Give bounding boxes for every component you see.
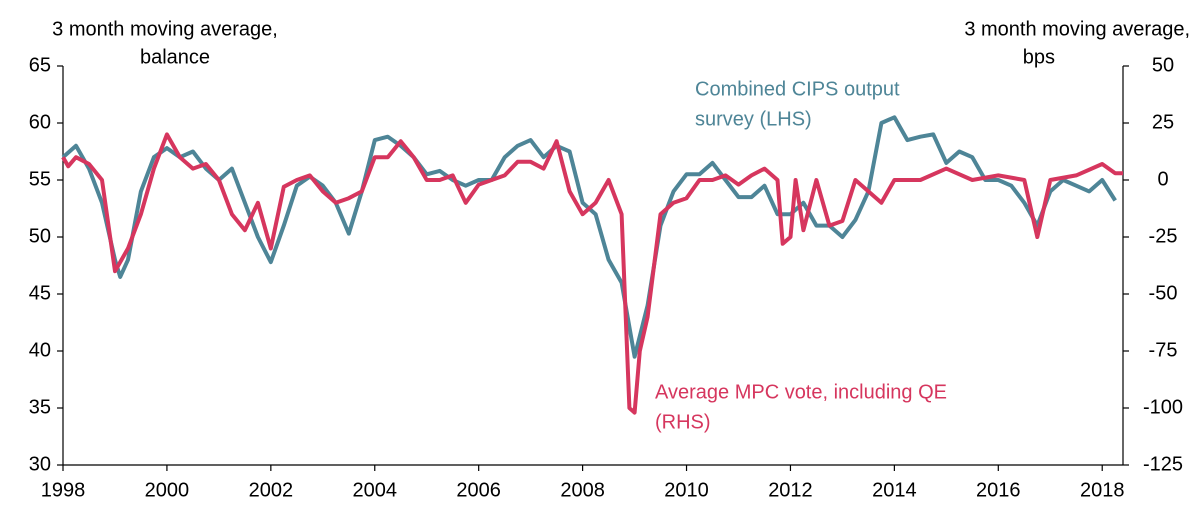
x-tick-label: 1998 (41, 479, 86, 501)
x-tick-label: 2008 (560, 479, 605, 501)
y2-axis-title: bps (1023, 46, 1055, 68)
x-tick-label: 2012 (768, 479, 813, 501)
y2-tick-label: -125 (1143, 453, 1183, 475)
y-tick-label: 40 (29, 339, 51, 361)
y-axis-title: balance (140, 46, 210, 68)
x-tick-label: 2000 (145, 479, 190, 501)
series-line (61, 132, 1123, 415)
x-tick-label: 2006 (456, 479, 501, 501)
x-tick-label: 2016 (976, 479, 1021, 501)
y-axis-title: 3 month moving average, (52, 18, 278, 40)
x-tick-label: 2010 (664, 479, 709, 501)
y2-tick-label: -100 (1143, 396, 1183, 418)
y-tick-label: 30 (29, 453, 51, 475)
x-tick-label: 2018 (1080, 479, 1125, 501)
series-label: Combined CIPS output (695, 78, 900, 100)
y2-tick-label: 0 (1157, 168, 1168, 190)
x-tick-label: 2014 (872, 479, 917, 501)
series-label: (RHS) (655, 411, 711, 433)
y2-tick-label: -50 (1149, 282, 1178, 304)
y-tick-label: 55 (29, 168, 51, 190)
y-tick-label: 50 (29, 225, 51, 247)
y2-axis-title: 3 month moving average, (964, 18, 1190, 40)
x-tick-label: 2004 (353, 479, 398, 501)
y-tick-label: 65 (29, 54, 51, 76)
y2-tick-label: -25 (1149, 225, 1178, 247)
series-label: Average MPC vote, including QE (655, 381, 947, 403)
series-label: survey (LHS) (695, 108, 812, 130)
series-line (61, 115, 1117, 359)
y2-tick-label: -75 (1149, 339, 1178, 361)
y-tick-label: 35 (29, 396, 51, 418)
y-tick-label: 45 (29, 282, 51, 304)
y-tick-label: 60 (29, 111, 51, 133)
x-tick-label: 2002 (249, 479, 294, 501)
y2-tick-label: 50 (1152, 54, 1174, 76)
y2-tick-label: 25 (1152, 111, 1174, 133)
